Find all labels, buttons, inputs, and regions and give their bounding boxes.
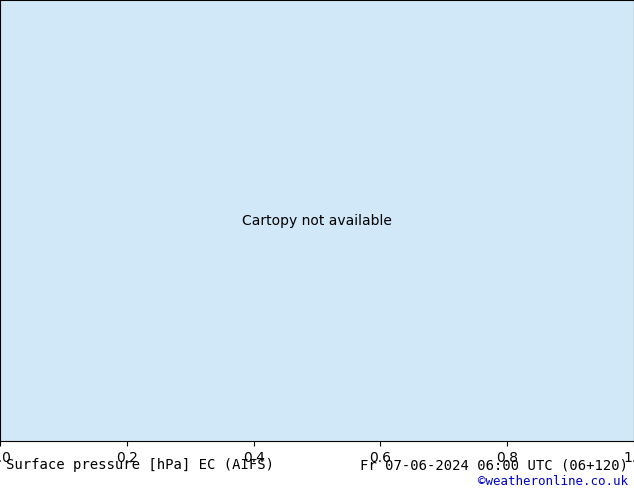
Text: Cartopy not available: Cartopy not available [242, 214, 392, 227]
Text: ©weatheronline.co.uk: ©weatheronline.co.uk [477, 474, 628, 488]
Text: Fr 07-06-2024 06:00 UTC (06+120): Fr 07-06-2024 06:00 UTC (06+120) [359, 458, 628, 472]
Text: Surface pressure [hPa] EC (AIFS): Surface pressure [hPa] EC (AIFS) [6, 458, 275, 472]
